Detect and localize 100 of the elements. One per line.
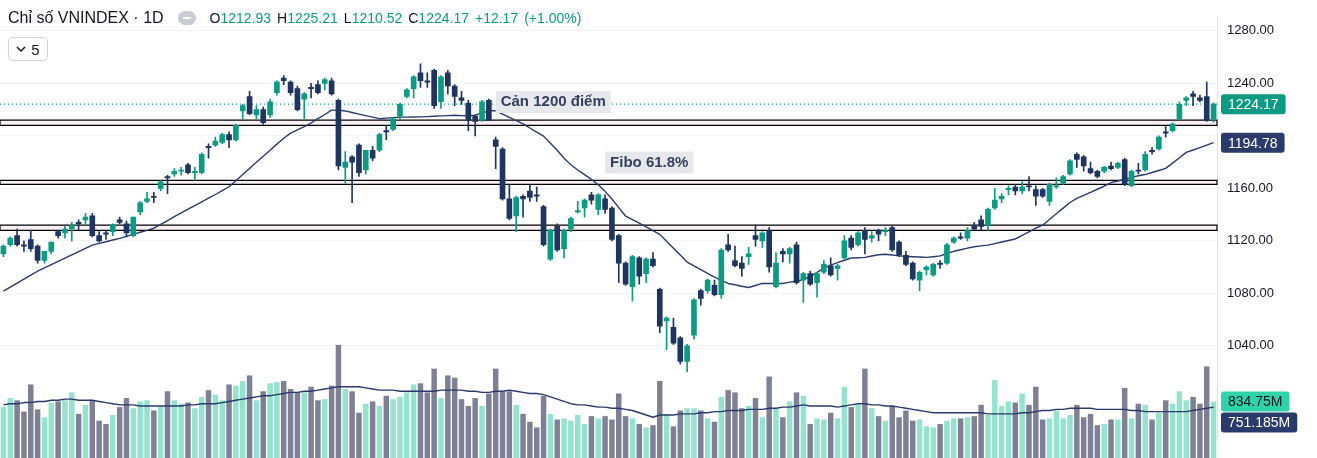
bar — [862, 368, 868, 458]
bar — [629, 418, 636, 458]
bar — [923, 426, 930, 458]
bar — [636, 424, 642, 458]
bar — [588, 416, 595, 458]
band-label: Cản 1200 điểm — [500, 92, 606, 110]
band-label: Fibo 61.8% — [610, 152, 689, 170]
y-tick-label: 1120.00 — [1227, 232, 1274, 248]
bar — [1156, 412, 1162, 458]
bar — [1101, 424, 1107, 458]
bar — [363, 403, 369, 458]
bar — [875, 416, 882, 458]
bar — [301, 392, 307, 458]
bar — [55, 401, 61, 458]
bar — [322, 399, 328, 458]
bar — [287, 388, 294, 458]
candlestick — [780, 248, 786, 263]
bar — [704, 418, 711, 458]
bar — [540, 395, 547, 458]
ref-line-label: 1224.17 — [1228, 96, 1279, 113]
bar — [1108, 419, 1114, 458]
bar — [151, 410, 157, 458]
text: 834.75M — [1228, 393, 1283, 410]
candlestick — [151, 191, 157, 204]
bar — [670, 426, 677, 458]
bar — [759, 417, 766, 458]
candlestick — [1149, 147, 1155, 155]
bar — [1019, 393, 1025, 458]
bar — [1128, 418, 1135, 458]
bar — [827, 412, 834, 458]
bar — [383, 395, 390, 458]
bar — [1115, 419, 1121, 458]
candlestick — [937, 260, 943, 269]
bar — [1087, 413, 1094, 458]
candlestick — [68, 222, 75, 242]
bar — [855, 404, 861, 458]
bar — [1142, 404, 1148, 458]
bar — [376, 405, 383, 458]
bar — [547, 413, 554, 458]
candlestick — [492, 136, 499, 169]
bar — [185, 402, 191, 458]
bar — [848, 407, 854, 458]
bar — [281, 381, 287, 458]
candlestick — [574, 201, 581, 214]
text: 751.185M — [1228, 414, 1291, 431]
text: 1194.78 — [1228, 134, 1278, 151]
bar — [882, 420, 889, 458]
bar — [1162, 400, 1169, 458]
bar — [766, 376, 772, 458]
bar — [807, 424, 813, 458]
bar — [780, 417, 786, 458]
bar — [718, 396, 725, 458]
bar — [1210, 401, 1217, 458]
bar — [205, 390, 212, 458]
candlestick — [342, 151, 349, 184]
bar — [916, 419, 923, 458]
bar — [554, 419, 560, 458]
bar — [793, 392, 800, 458]
bar — [1121, 387, 1128, 458]
bar — [964, 417, 971, 458]
bar — [335, 344, 342, 458]
bar — [41, 417, 48, 458]
text: O1212.93 H1225.21 L1210.52 C1224.17 +12.17 (+1.00%) — [209, 10, 582, 26]
candlestick — [1026, 176, 1032, 192]
bar — [834, 418, 841, 458]
bar — [438, 398, 444, 458]
bar — [513, 404, 519, 458]
y-tick-label: 1040.00 — [1227, 337, 1274, 353]
bar — [930, 427, 936, 458]
bar — [479, 405, 485, 458]
bar — [595, 418, 601, 458]
chart-title: Chỉ số VNINDEX · 1D — [8, 9, 164, 27]
bar — [417, 383, 424, 458]
bar — [226, 384, 232, 458]
y-tick-label: 1280.00 — [1227, 22, 1274, 38]
bar — [643, 427, 649, 458]
bar — [773, 408, 779, 458]
bar — [48, 402, 55, 458]
bar — [342, 388, 349, 458]
bar — [110, 415, 116, 458]
bar — [581, 424, 588, 458]
bar — [157, 407, 164, 458]
bar — [458, 399, 465, 458]
candlestick — [1162, 126, 1169, 138]
bar — [369, 401, 376, 458]
candlestick — [103, 229, 109, 240]
bar — [711, 421, 718, 458]
bar — [752, 398, 759, 458]
candlestick — [1190, 90, 1196, 107]
y-tick-label: 1080.00 — [1227, 284, 1274, 300]
candlestick — [383, 125, 390, 141]
bar — [294, 392, 301, 458]
bar — [499, 391, 506, 458]
bar — [253, 400, 260, 458]
bar — [0, 407, 7, 458]
y-tick-label: 1240.00 — [1227, 74, 1274, 90]
y-tick-label: 1160.00 — [1227, 179, 1274, 195]
bar — [82, 404, 89, 458]
bar — [957, 418, 964, 458]
annotation: 5 — [31, 40, 40, 58]
